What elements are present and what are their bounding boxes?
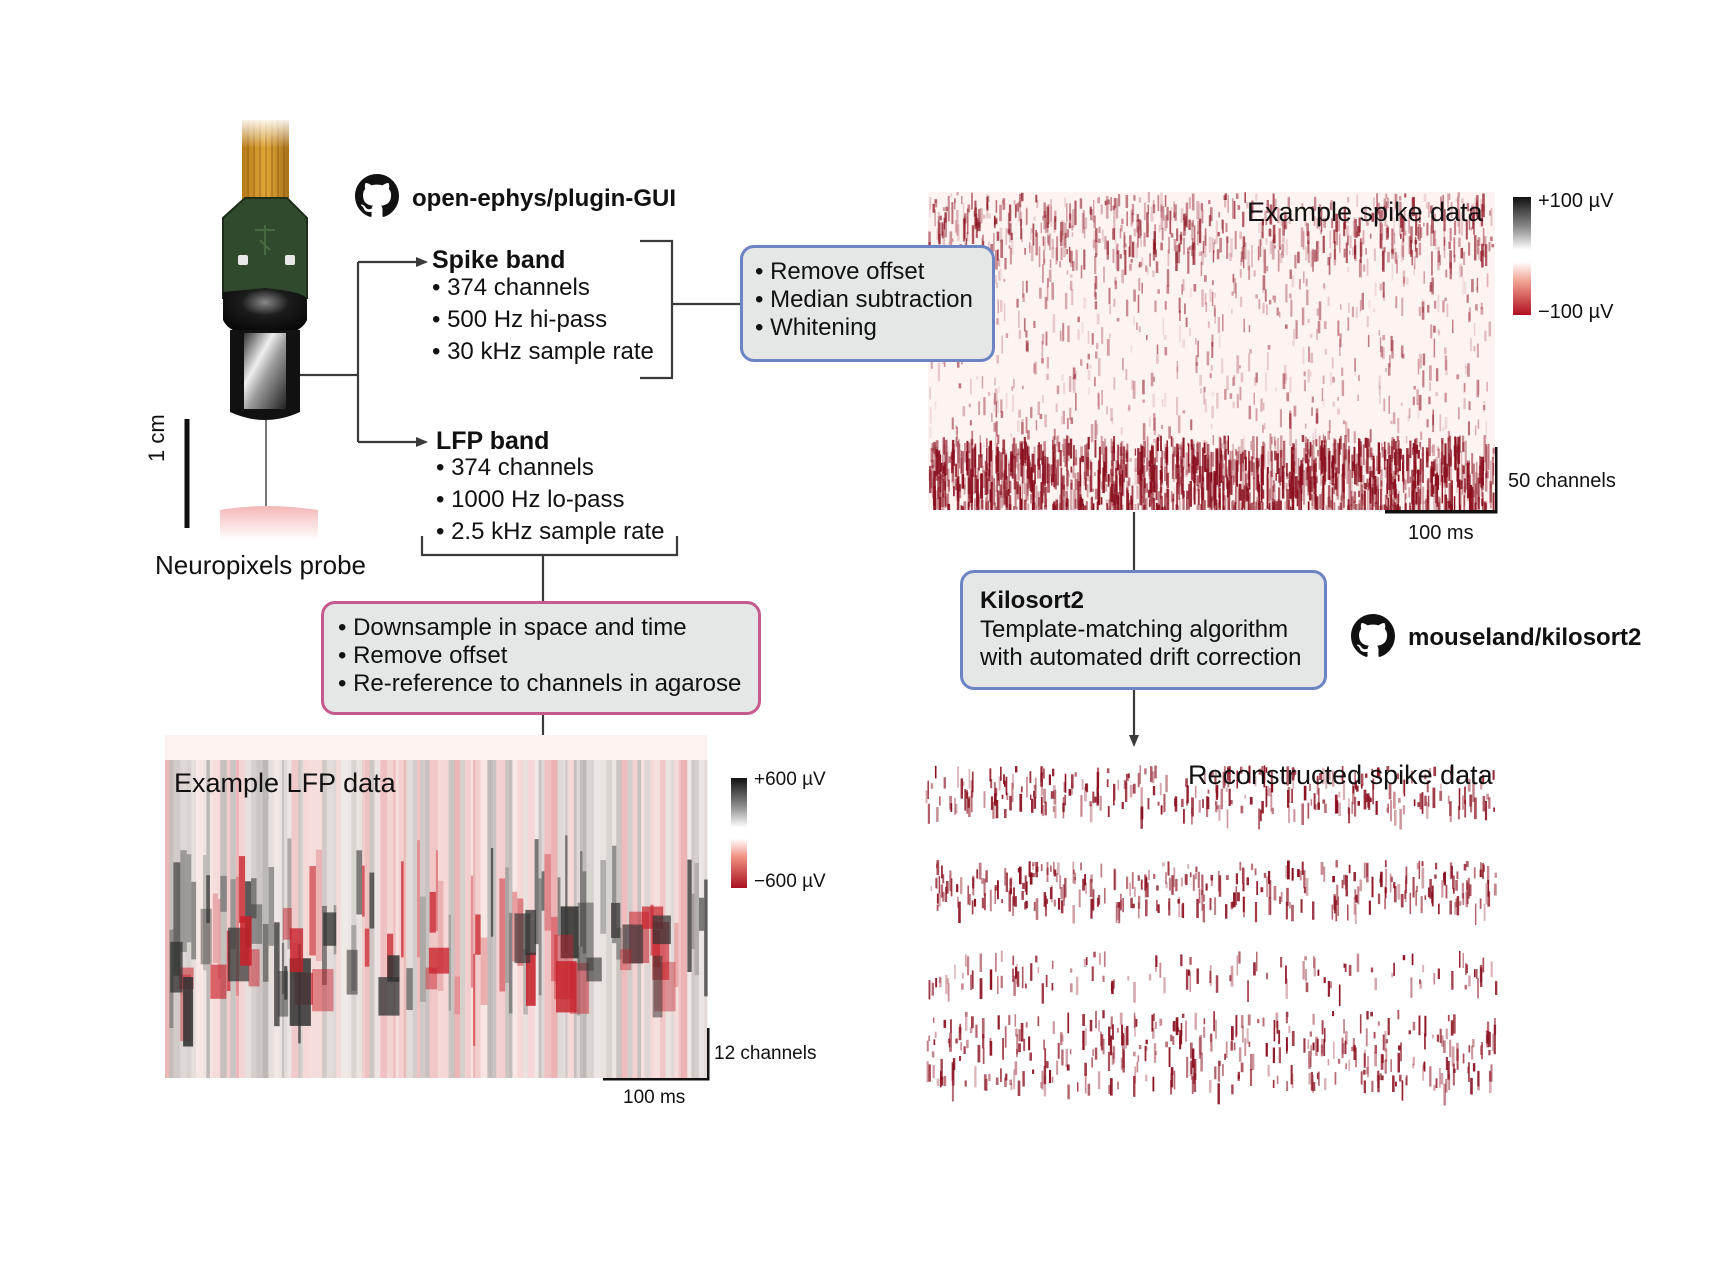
repo-link-plugin-gui[interactable]: open-ephys/plugin-GUI: [412, 185, 676, 212]
list-item: Median subtraction: [755, 286, 973, 314]
spike-cbar-max-label: +100 µV: [1538, 190, 1614, 212]
lfp-cbar-min-label: −600 µV: [754, 871, 826, 892]
list-item: 2.5 kHz sample rate: [436, 516, 664, 548]
kilosort-box: Kilosort2 Template-matching algorithm wi…: [960, 570, 1327, 690]
spike-panel-title: Example spike data: [1247, 197, 1483, 227]
lfp-processing-box: Downsample in space and time Remove offs…: [321, 601, 761, 715]
lfp-processing-list: Downsample in space and time Remove offs…: [338, 614, 741, 698]
lfp-scale-bar: [603, 1028, 710, 1081]
spike-processing-box: Remove offset Median subtraction Whiteni…: [740, 245, 995, 362]
spike-scale-channels-label: 50 channels: [1508, 470, 1616, 492]
lfp-colorbar: [731, 778, 747, 888]
list-item: Remove offset: [755, 258, 973, 286]
spike-scale-bar: [1385, 447, 1498, 514]
list-item: 1000 Hz lo-pass: [436, 484, 665, 516]
spike-scale-time-label: 100 ms: [1408, 522, 1474, 544]
list-item: 30 kHz sample rate: [432, 336, 654, 368]
kilosort-description-line2: with automated drift correction: [980, 644, 1302, 671]
list-item: 374 channels: [432, 272, 654, 304]
repo-link-kilosort2[interactable]: mouseland/kilosort2: [1408, 624, 1642, 651]
lfp-band-list: 374 channels 1000 Hz lo-pass 2.5 kHz sam…: [436, 452, 665, 548]
kilosort-title: Kilosort2: [980, 587, 1085, 614]
spike-colorbar: [1513, 197, 1531, 315]
lfp-cbar-max-label: +600 µV: [754, 769, 826, 790]
list-item: 374 channels: [436, 452, 665, 484]
lfp-band-bracket: [420, 536, 679, 557]
kilosort-description-line1: Template-matching algorithm: [980, 616, 1289, 643]
lfp-scale-channels-label: 12 channels: [714, 1043, 817, 1064]
list-item: 500 Hz hi-pass: [432, 304, 654, 336]
spike-band-list: 374 channels 500 Hz hi-pass 30 kHz sampl…: [432, 272, 654, 368]
github-icon[interactable]: [1351, 614, 1395, 658]
list-item: Remove offset: [338, 642, 741, 670]
spike-cbar-min-label: −100 µV: [1538, 301, 1614, 323]
spike-processing-list: Remove offset Median subtraction Whiteni…: [755, 258, 973, 342]
lfp-panel-title: Example LFP data: [174, 768, 396, 798]
lfp-scale-time-label: 100 ms: [623, 1087, 686, 1108]
list-item: Whitening: [755, 314, 973, 342]
probe-scale-label: 1 cm: [144, 414, 169, 462]
probe-label: Neuropixels probe: [155, 550, 367, 580]
recon-panel-title: Reconstructed spike data: [1188, 760, 1493, 790]
github-icon[interactable]: [355, 174, 399, 218]
spike-band-title: Spike band: [432, 246, 566, 274]
spike-band-bracket: [640, 239, 674, 380]
list-item: Re-reference to channels in agarose: [338, 670, 741, 698]
list-item: Downsample in space and time: [338, 614, 741, 642]
lfp-band-title: LFP band: [436, 427, 550, 455]
